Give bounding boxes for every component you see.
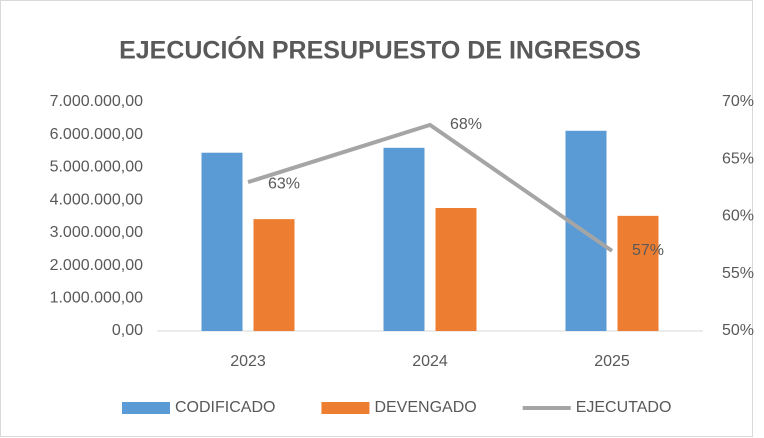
y-tick-label: 1.000.000,00 bbox=[50, 290, 144, 307]
x-tick-label: 2024 bbox=[412, 353, 448, 370]
x-tick-label: 2025 bbox=[594, 353, 630, 370]
y2-tick-label: 60% bbox=[722, 208, 754, 225]
chart-title: EJECUCIÓN PRESUPUESTO DE INGRESOS bbox=[119, 35, 641, 65]
bar bbox=[435, 207, 477, 331]
y-tick-label: 7.000.000,00 bbox=[50, 93, 144, 110]
bar bbox=[383, 147, 425, 331]
data-label: 68% bbox=[450, 116, 482, 133]
data-label: 63% bbox=[268, 175, 300, 192]
y-tick-label: 5.000.000,00 bbox=[50, 159, 144, 176]
y2-tick-label: 70% bbox=[722, 93, 754, 110]
bar bbox=[201, 152, 243, 331]
y-tick-label: 4.000.000,00 bbox=[50, 191, 144, 208]
legend-swatch bbox=[321, 402, 370, 414]
bar bbox=[617, 215, 659, 331]
line bbox=[247, 122, 614, 253]
x-tick-label: 2023 bbox=[230, 353, 266, 370]
y2-tick-label: 65% bbox=[722, 150, 754, 167]
y-tick-label: 2.000.000,00 bbox=[50, 257, 144, 274]
y2-tick-label: 50% bbox=[722, 322, 754, 339]
y-tick-label: 0,00 bbox=[112, 322, 143, 339]
bar bbox=[253, 219, 295, 331]
y-tick-label: 3.000.000,00 bbox=[50, 224, 144, 241]
legend-label: EJECUTADO bbox=[576, 399, 672, 416]
legend-label: CODIFICADO bbox=[175, 399, 275, 416]
y2-tick-label: 55% bbox=[722, 265, 754, 282]
data-label: 57% bbox=[632, 242, 664, 259]
y-tick-label: 6.000.000,00 bbox=[50, 126, 144, 143]
legend-label: DEVENGADO bbox=[374, 399, 476, 416]
legend-swatch bbox=[122, 402, 170, 414]
